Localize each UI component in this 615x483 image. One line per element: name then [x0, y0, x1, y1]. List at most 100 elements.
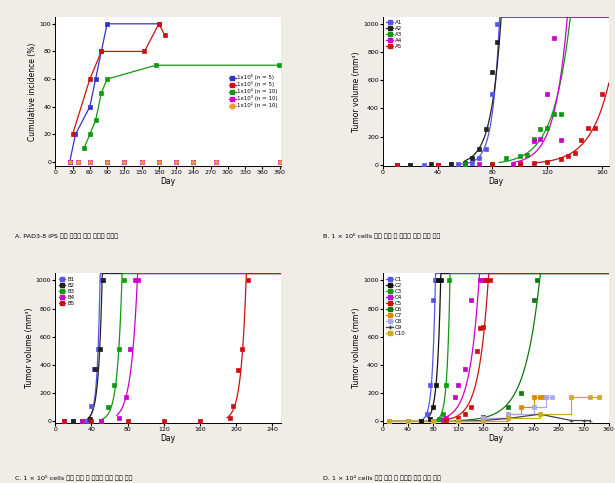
Point	[102, 158, 112, 166]
Point	[171, 158, 181, 166]
Point	[466, 297, 476, 304]
Point	[433, 277, 443, 284]
Point	[542, 90, 552, 98]
Point	[71, 130, 81, 138]
Point	[403, 417, 413, 425]
Point	[428, 417, 438, 425]
Point	[90, 365, 100, 373]
Point	[85, 75, 95, 83]
Point	[416, 417, 426, 425]
Point	[472, 347, 482, 355]
Point	[428, 417, 438, 425]
Point	[428, 417, 438, 425]
Point	[576, 136, 586, 144]
Point	[482, 277, 491, 284]
Point	[488, 160, 498, 168]
Point	[87, 402, 97, 410]
Point	[154, 158, 164, 166]
Text: B. 1 × 10⁶ cells 피하 투여 후 발생한 종양 증식 속도: B. 1 × 10⁶ cells 피하 투여 후 발생한 종양 증식 속도	[323, 233, 440, 239]
Point	[274, 61, 284, 69]
Point	[432, 277, 442, 284]
Point	[123, 417, 133, 425]
Point	[481, 126, 491, 133]
Point	[466, 403, 476, 411]
Point	[556, 155, 566, 163]
Point	[529, 135, 539, 143]
Point	[491, 20, 501, 28]
Point	[85, 130, 95, 138]
Point	[154, 158, 164, 166]
Point	[119, 158, 129, 166]
Point	[467, 159, 477, 167]
Point	[475, 325, 485, 332]
Point	[60, 417, 69, 425]
Point	[436, 277, 446, 284]
Point	[459, 411, 469, 418]
Point	[79, 144, 89, 152]
X-axis label: Day: Day	[161, 434, 176, 443]
Point	[481, 145, 491, 153]
Point	[403, 417, 413, 425]
Point	[97, 89, 106, 97]
Text: C. 1 × 10⁵ cells 피하 투여 후 발생한 종양 증식 속도: C. 1 × 10⁵ cells 피하 투여 후 발생한 종양 증식 속도	[15, 475, 133, 481]
Point	[275, 158, 285, 166]
Point	[536, 126, 546, 133]
Point	[478, 417, 488, 425]
Point	[538, 393, 548, 400]
Point	[130, 277, 140, 284]
Point	[549, 34, 559, 42]
Point	[384, 417, 394, 425]
Point	[478, 323, 488, 331]
Point	[275, 158, 285, 166]
Point	[491, 38, 501, 46]
Point	[453, 160, 463, 168]
Point	[93, 346, 103, 354]
Point	[419, 161, 429, 169]
Point	[478, 414, 488, 422]
Point	[438, 416, 448, 424]
Point	[403, 417, 413, 425]
Point	[405, 161, 415, 169]
Point	[77, 417, 87, 425]
Point	[441, 414, 451, 422]
Point	[137, 158, 146, 166]
Point	[585, 393, 595, 400]
Point	[522, 151, 531, 159]
Point	[428, 417, 438, 425]
Point	[549, 110, 559, 118]
Point	[474, 160, 483, 168]
Point	[212, 158, 221, 166]
Point	[384, 417, 394, 425]
Point	[504, 411, 514, 418]
Point	[243, 277, 253, 284]
Point	[428, 417, 438, 425]
Point	[459, 365, 469, 373]
Point	[453, 414, 463, 422]
Point	[428, 297, 438, 304]
Point	[446, 160, 456, 168]
Point	[529, 393, 539, 400]
Point	[68, 130, 77, 138]
Point	[65, 158, 74, 166]
Point	[89, 365, 99, 373]
Point	[159, 417, 169, 425]
Point	[90, 75, 100, 83]
X-axis label: Day: Day	[161, 177, 176, 186]
Y-axis label: Tumor volume (mm³): Tumor volume (mm³)	[352, 51, 361, 132]
Point	[566, 393, 576, 400]
Point	[102, 158, 112, 166]
Point	[140, 47, 149, 55]
Point	[504, 403, 514, 411]
Text: A. PAD3-8 iPS 세포 용량별 누적 기형종 형성능: A. PAD3-8 iPS 세포 용량별 누적 기형종 형성능	[15, 233, 119, 239]
Point	[478, 277, 488, 284]
Point	[428, 417, 438, 425]
Point	[85, 103, 95, 111]
Point	[85, 415, 95, 423]
Point	[428, 403, 438, 411]
Point	[60, 417, 69, 425]
Point	[515, 152, 525, 159]
Point	[453, 417, 463, 425]
Point	[474, 154, 483, 161]
Point	[384, 417, 394, 425]
Point	[95, 417, 105, 425]
